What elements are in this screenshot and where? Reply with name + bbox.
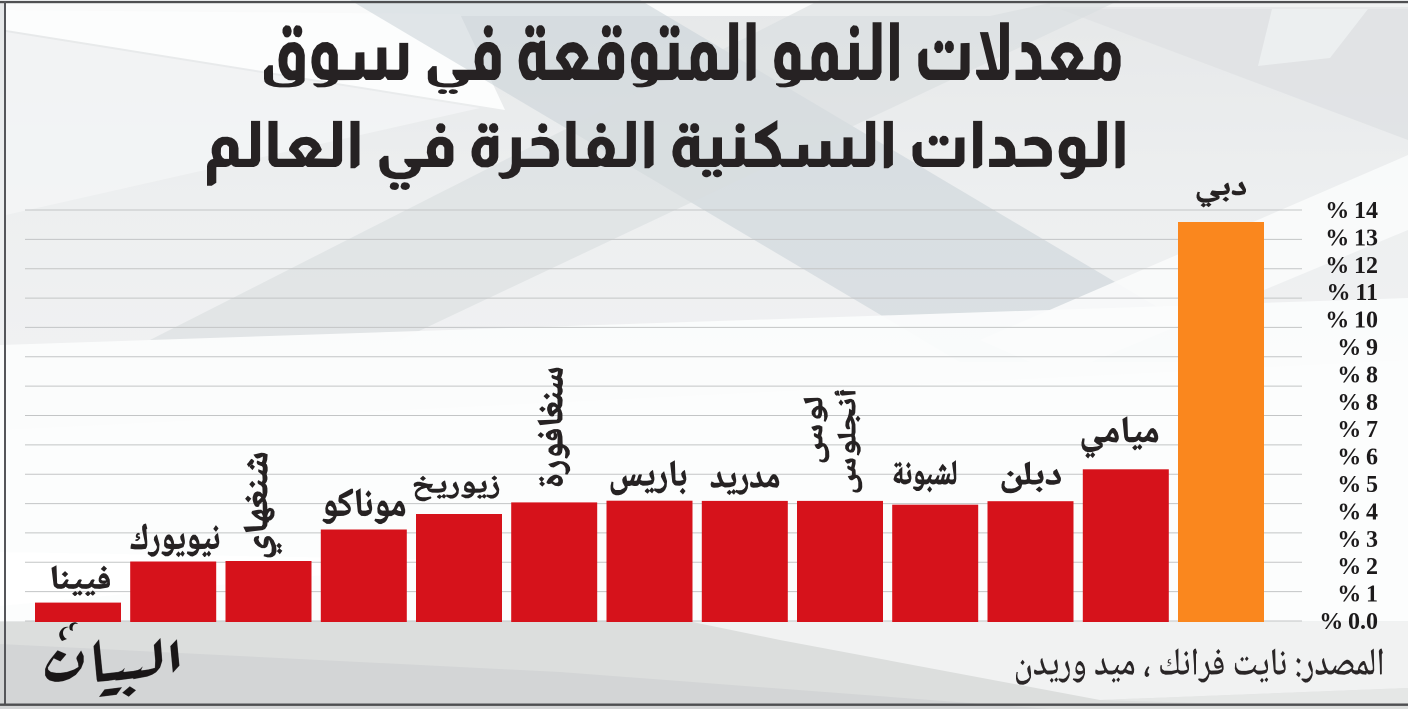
svg-text:% 7: % 7 (1337, 417, 1378, 443)
svg-text:% 4: % 4 (1337, 499, 1378, 525)
svg-text:% 6: % 6 (1337, 445, 1378, 471)
svg-text:% 9: % 9 (1337, 335, 1378, 361)
svg-text:% 5: % 5 (1337, 472, 1378, 498)
svg-text:% 8: % 8 (1337, 390, 1378, 416)
svg-text:% 2: % 2 (1337, 554, 1378, 580)
svg-text:% 14: % 14 (1325, 198, 1378, 224)
svg-text:% 0.0: % 0.0 (1319, 609, 1378, 635)
svg-text:% 11: % 11 (1327, 280, 1378, 306)
svg-text:% 13: % 13 (1325, 225, 1378, 251)
svg-text:% 12: % 12 (1325, 253, 1378, 279)
svg-text:% 3: % 3 (1337, 527, 1378, 553)
svg-text:% 1: % 1 (1337, 582, 1378, 608)
svg-text:% 10: % 10 (1325, 308, 1378, 334)
svg-text:% 8: % 8 (1337, 362, 1378, 388)
